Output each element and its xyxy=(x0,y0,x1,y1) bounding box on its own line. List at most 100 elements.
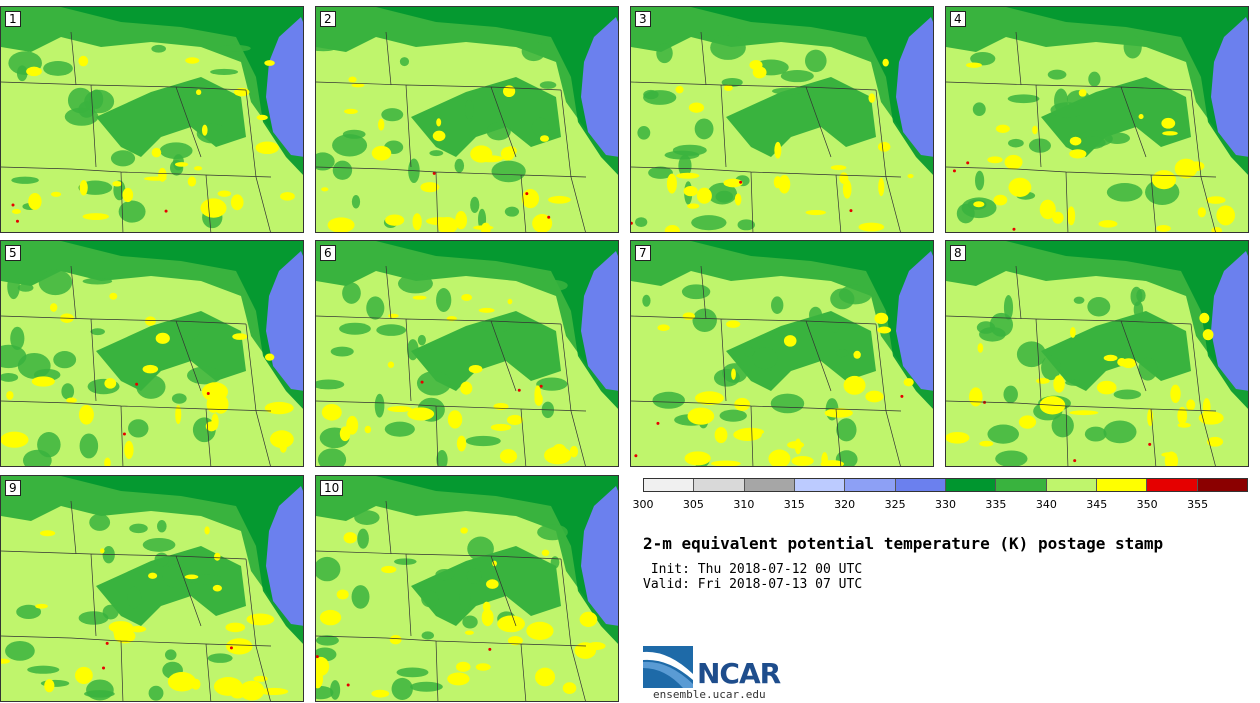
colorbar-tick-label: 325 xyxy=(884,498,906,511)
green-patch xyxy=(22,449,52,466)
green-patch xyxy=(17,283,34,292)
colorbar-swatch xyxy=(1046,479,1097,491)
yellow-patch xyxy=(175,405,182,425)
yellow-patch xyxy=(734,397,751,411)
yellow-patch xyxy=(461,293,473,301)
red-dot xyxy=(488,647,492,651)
yellow-patch xyxy=(868,93,876,103)
colorbar-tick-label: 345 xyxy=(1086,498,1108,511)
north-band xyxy=(1,7,303,156)
yellow-patch xyxy=(204,526,210,535)
green-patch xyxy=(466,568,482,584)
member-panel: 3 xyxy=(630,6,934,233)
green-patch xyxy=(1073,296,1085,304)
yellow-patch xyxy=(74,666,93,685)
colorbar-swatch xyxy=(1096,479,1148,491)
yellow-patch xyxy=(1156,224,1171,232)
colorbar-swatch xyxy=(845,479,896,491)
yellow-patch xyxy=(464,630,474,635)
yellow-patch xyxy=(506,414,523,426)
yellow-patch xyxy=(142,364,159,374)
yellow-patch xyxy=(432,130,446,142)
green-patch xyxy=(142,537,176,552)
yellow-patch xyxy=(853,350,861,359)
colorbar-tick-label: 320 xyxy=(834,498,856,511)
yellow-patch xyxy=(49,303,58,312)
north-band xyxy=(946,241,1248,390)
green-patch xyxy=(78,611,109,625)
yellow-patch xyxy=(11,209,22,215)
yellow-patch xyxy=(112,181,123,187)
green-patch xyxy=(721,78,743,87)
member-number-label: 7 xyxy=(635,245,651,261)
green-patch xyxy=(128,419,149,438)
green-patch xyxy=(1003,385,1018,404)
green-patch xyxy=(218,44,251,52)
red-dot xyxy=(206,391,210,395)
yellow-patch xyxy=(364,425,372,434)
green-patch xyxy=(710,35,746,60)
mid-tongue xyxy=(411,311,561,391)
yellow-patch xyxy=(874,312,889,325)
yellow-patch xyxy=(412,295,427,300)
green-patch xyxy=(316,45,336,52)
green-patch xyxy=(381,108,404,122)
valid-time: Valid: Fri 2018-07-13 07 UTC xyxy=(643,577,863,592)
yellow-patch xyxy=(124,440,134,459)
green-patch xyxy=(830,288,855,310)
yellow-patch xyxy=(456,435,467,452)
green-patch xyxy=(339,322,371,335)
lake-michigan xyxy=(1211,17,1248,157)
yellow-patch xyxy=(31,376,55,387)
dark-band xyxy=(691,7,933,175)
yellow-patch xyxy=(794,438,802,455)
colorbar-tick-label: 350 xyxy=(1136,498,1158,511)
yellow-patch xyxy=(39,530,56,537)
yellow-patch xyxy=(987,156,1003,164)
green-patch xyxy=(354,510,380,525)
yellow-patch xyxy=(676,172,700,179)
yellow-patch xyxy=(327,217,355,232)
green-patch xyxy=(462,615,478,629)
yellow-patch xyxy=(493,402,509,411)
colorbar-tick-label: 340 xyxy=(1035,498,1057,511)
yellow-patch xyxy=(500,146,515,161)
green-patch xyxy=(465,435,501,447)
colorbar-swatch xyxy=(794,479,846,491)
green-patch xyxy=(681,284,711,300)
colorbar-swatch xyxy=(996,479,1047,491)
yellow-patch xyxy=(842,179,852,199)
colorbar-tick-label: 330 xyxy=(935,498,956,511)
green-patch xyxy=(830,314,840,333)
state-borders xyxy=(1,31,272,232)
yellow-patch xyxy=(387,405,413,413)
yellow-patch xyxy=(280,192,295,201)
yellow-patch xyxy=(388,313,399,318)
yellow-patch xyxy=(973,201,985,208)
red-dot xyxy=(346,683,350,687)
yellow-patch xyxy=(657,324,670,332)
yellow-patch xyxy=(264,353,275,361)
yellow-patch xyxy=(1197,207,1206,218)
theta-e-map xyxy=(316,476,618,701)
green-patch xyxy=(159,142,193,160)
yellow-patch xyxy=(683,185,698,197)
yellow-patch xyxy=(50,191,62,197)
lake-michigan xyxy=(266,251,303,391)
green-patch xyxy=(82,278,113,285)
yellow-patch xyxy=(213,552,221,561)
dark-band xyxy=(61,476,303,644)
yellow-patch xyxy=(711,460,741,466)
green-patch xyxy=(464,99,474,120)
lake-michigan xyxy=(266,17,303,157)
yellow-patch xyxy=(1103,354,1118,362)
red-dot xyxy=(656,421,660,425)
yellow-patch xyxy=(212,584,222,592)
theta-e-map xyxy=(316,241,618,466)
yellow-patch xyxy=(230,194,244,211)
yellow-patch xyxy=(232,333,248,340)
green-patch xyxy=(643,89,659,100)
yellow-patch xyxy=(1161,452,1177,458)
member-panel: 4 xyxy=(945,6,1249,233)
yellow-patch xyxy=(1070,327,1076,338)
